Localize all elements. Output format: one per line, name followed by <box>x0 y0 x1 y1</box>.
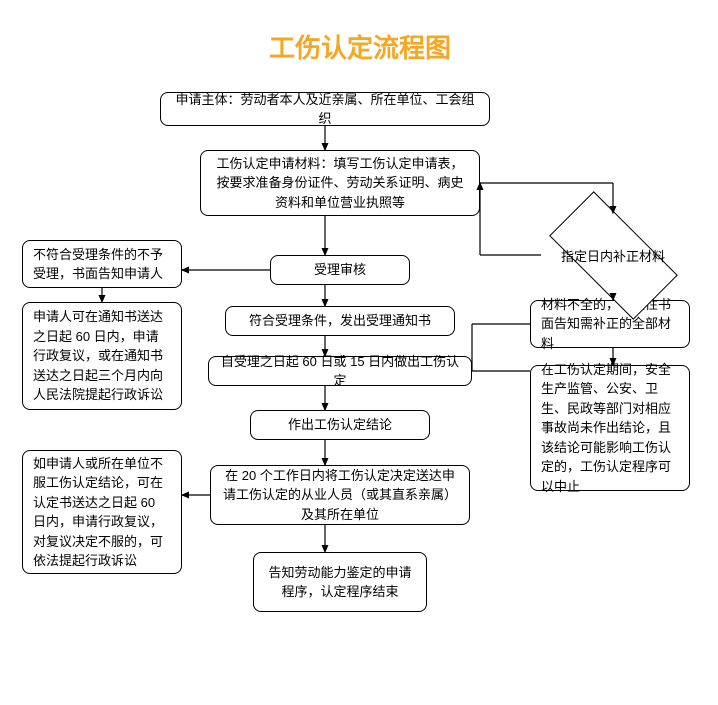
node-applicant: 申请主体：劳动者本人及近亲属、所在单位、工会组织 <box>160 92 490 126</box>
node-suspend: 在工伤认定期间，安全生产监管、公安、卫生、民政等部门对相应事故尚未作出结论，且该… <box>530 365 690 491</box>
node-deadline: 自受理之日起 60 日或 15 日内做出工伤认定 <box>208 356 472 386</box>
node-admin-review: 申请人可在通知书送达之日起 60 日内，申请行政复议，或在通知书送达之日起三个月… <box>22 302 182 410</box>
flowchart-canvas: 工伤认定流程图 申请主体：劳动者本人及近亲属、所在单位、工会组织 工伤认定申请材… <box>0 0 718 705</box>
node-reject-notify: 不符合受理条件的不予受理，书面告知申请人 <box>22 240 182 288</box>
decision-supplement: 指定日内补正材料 <box>528 210 698 300</box>
node-disagree: 如申请人或所在单位不服工伤认定结论，可在认定书送达之日起 60 日内，申请行政复… <box>22 450 182 574</box>
node-deliver: 在 20 个工作日内将工伤认定决定送达申请工伤认定的从业人员（或其直系亲属）及其… <box>210 465 470 525</box>
decision-label: 指定日内补正材料 <box>561 246 665 265</box>
node-review: 受理审核 <box>270 255 410 285</box>
node-materials: 工伤认定申请材料：填写工伤认定申请表，按要求准备身份证件、劳动关系证明、病史资料… <box>200 150 480 216</box>
node-accept-notice: 符合受理条件，发出受理通知书 <box>225 306 455 336</box>
chart-title: 工伤认定流程图 <box>220 28 500 65</box>
node-conclusion: 作出工伤认定结论 <box>250 410 430 440</box>
node-incomplete: 材料不全的，一次性书面告知需补正的全部材料 <box>530 300 690 348</box>
node-end: 告知劳动能力鉴定的申请程序，认定程序结束 <box>253 552 427 612</box>
